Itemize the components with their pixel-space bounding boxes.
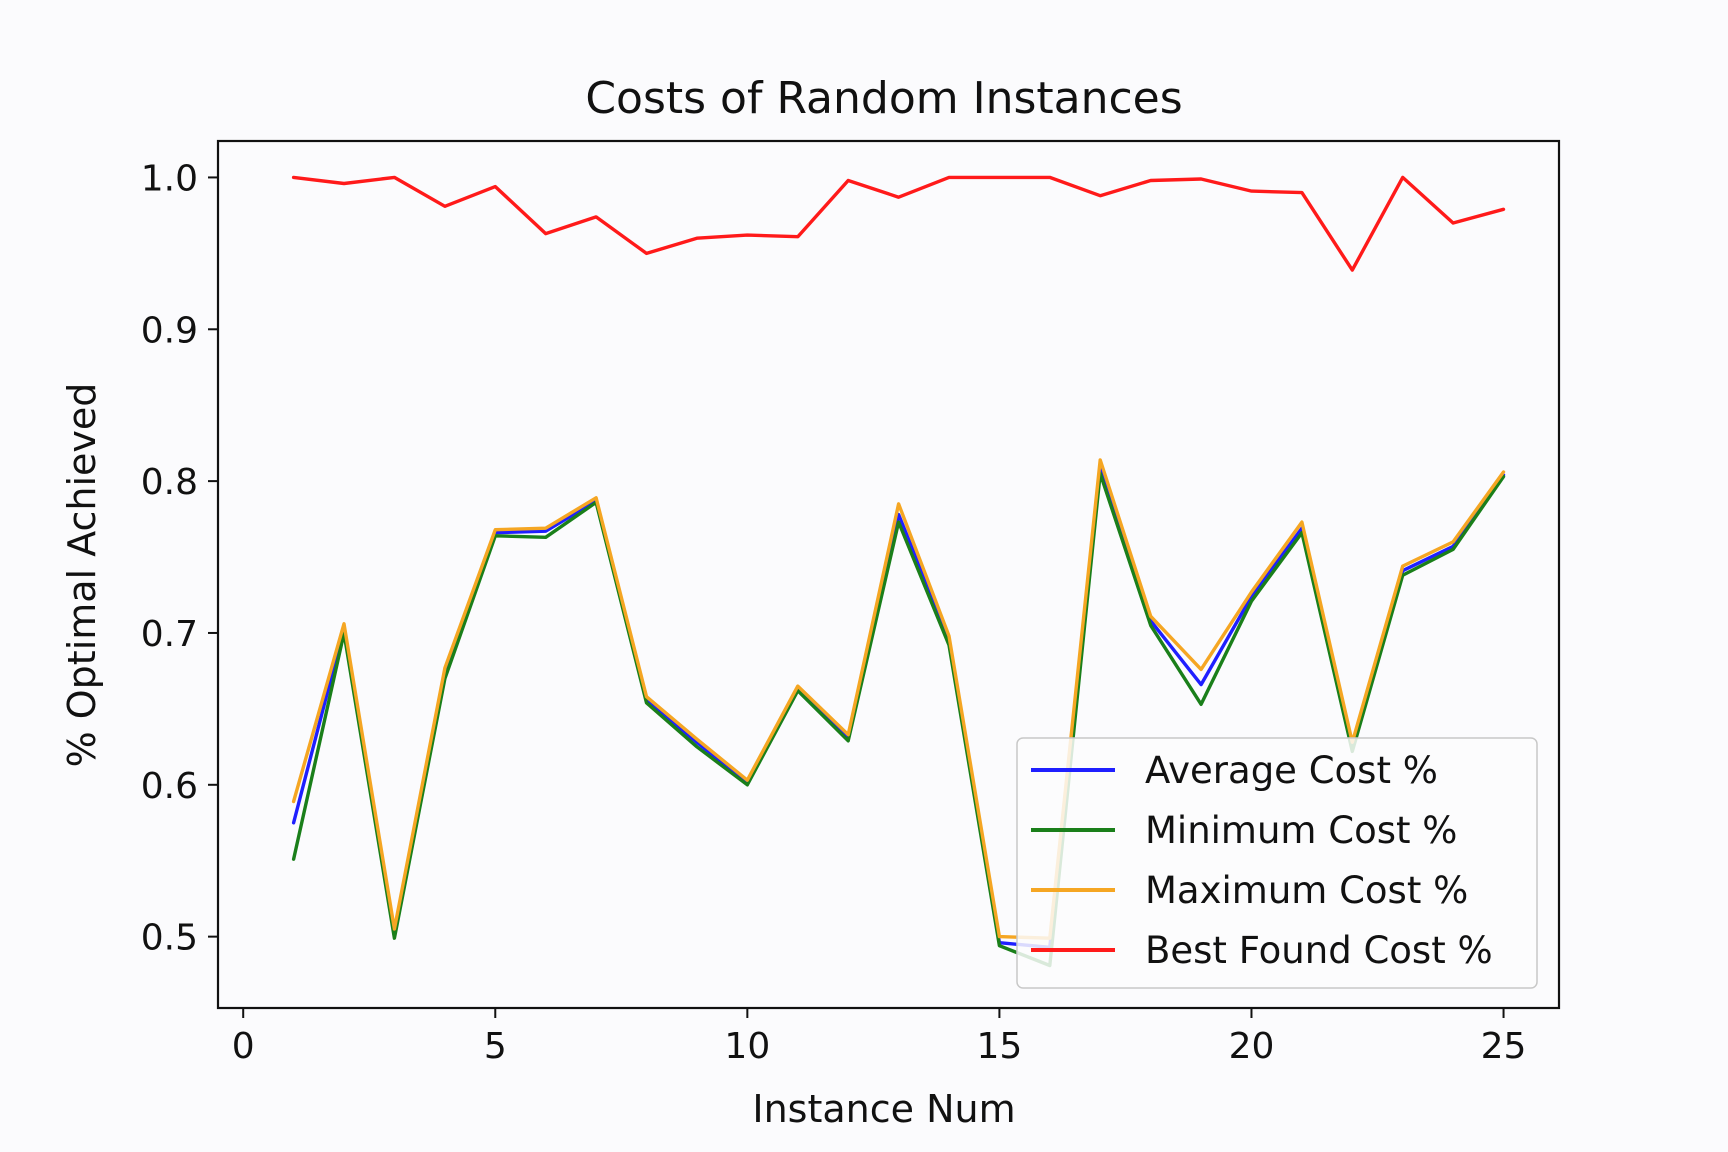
y-tick-label: 0.5: [141, 918, 198, 959]
x-tick-label: 25: [1481, 1026, 1527, 1067]
series-layer: [291, 175, 1506, 968]
series-line-2: [291, 458, 1506, 940]
x-axis: 0 5 10 15 20 25: [232, 1008, 1527, 1067]
y-tick-label: 0.7: [141, 614, 198, 655]
y-axis-label: % Optimal Achieved: [60, 383, 104, 768]
y-tick-label: 1.0: [141, 158, 198, 199]
legend-box: [1016, 737, 1538, 989]
x-tick-label: 10: [724, 1026, 770, 1067]
y-tick-label: 0.8: [141, 462, 198, 503]
legend: Average Cost % Minimum Cost % Maximum Cost…: [1016, 737, 1538, 989]
legend-label: Best Found Cost %: [1145, 929, 1493, 972]
y-tick-label: 0.6: [141, 766, 198, 807]
x-tick-label: 20: [1229, 1026, 1275, 1067]
legend-label: Minimum Cost %: [1145, 809, 1457, 852]
x-axis-label: Instance Num: [752, 1087, 1015, 1131]
x-tick-label: 0: [232, 1026, 255, 1067]
x-tick-label: 15: [977, 1026, 1023, 1067]
x-tick-label: 5: [484, 1026, 507, 1067]
plot-area-frame: [216, 139, 1561, 1010]
y-axis: 0.5 0.6 0.7 0.8 0.9 1.0: [141, 158, 218, 959]
chart-title: Costs of Random Instances: [585, 73, 1182, 124]
legend-label: Average Cost %: [1145, 749, 1438, 792]
legend-label: Maximum Cost %: [1145, 869, 1468, 912]
series-line-1: [291, 471, 1506, 968]
y-tick-label: 0.9: [141, 310, 198, 351]
series-line-3: [291, 175, 1506, 272]
